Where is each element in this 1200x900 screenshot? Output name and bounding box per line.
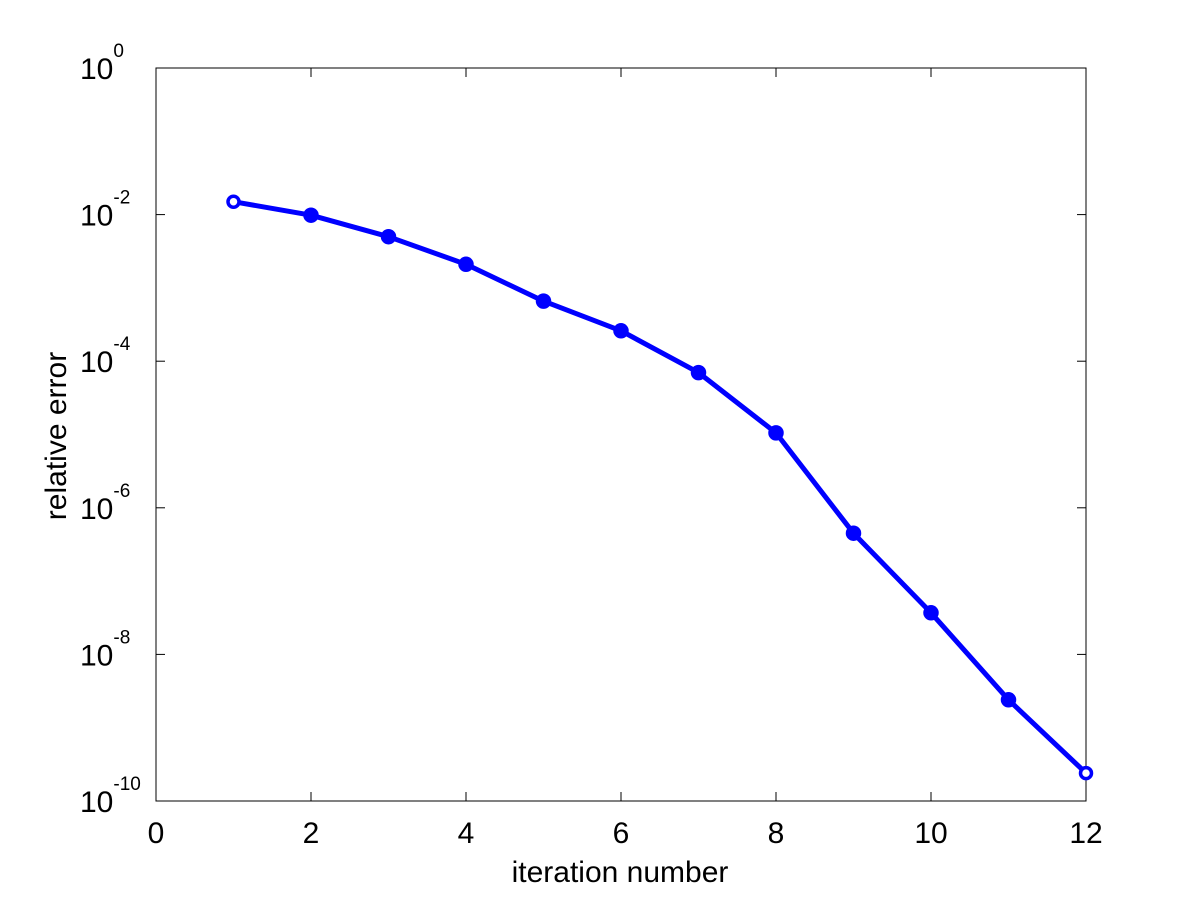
y-tick-label: 10-2 xyxy=(80,188,130,233)
y-tick-exponent: -6 xyxy=(113,481,130,502)
data-point xyxy=(923,605,939,621)
x-tick-label: 8 xyxy=(768,817,785,850)
x-tick-label: 10 xyxy=(914,817,947,850)
y-tick-base: 10 xyxy=(80,200,113,233)
data-point xyxy=(613,323,629,339)
y-tick-exponent: -4 xyxy=(113,334,130,355)
axis-ticks xyxy=(155,67,1087,802)
y-tick-exponent: -2 xyxy=(113,188,130,209)
data-point xyxy=(1078,765,1094,781)
y-tick-label: 10-10 xyxy=(80,774,141,819)
data-point xyxy=(768,425,784,441)
data-point xyxy=(1000,692,1017,708)
x-tick-label: 2 xyxy=(303,817,320,850)
y-tick-exponent: -8 xyxy=(113,627,130,648)
y-tick-base: 10 xyxy=(80,639,113,672)
y-tick-label: 100 xyxy=(80,41,124,86)
series-line xyxy=(233,199,1088,775)
y-tick-exponent: -10 xyxy=(113,774,140,795)
y-tick-base: 10 xyxy=(80,493,113,526)
series-group xyxy=(226,194,1094,781)
y-tick-base: 10 xyxy=(80,346,113,379)
x-tick-label: 0 xyxy=(148,817,165,850)
data-point xyxy=(845,525,862,541)
x-tick-label: 6 xyxy=(613,817,630,850)
x-tick-label: 4 xyxy=(458,817,475,850)
x-tick-labels: 0 2 4 6 8 10 12 xyxy=(148,817,1103,850)
y-tick-label: 10-6 xyxy=(80,481,130,526)
y-tick-label: 10-8 xyxy=(80,627,130,672)
y-tick-base: 10 xyxy=(80,786,113,819)
data-point xyxy=(535,293,552,309)
data-point xyxy=(690,364,707,381)
y-tick-base: 10 xyxy=(80,53,113,86)
data-point xyxy=(226,194,241,209)
data-point xyxy=(458,256,474,273)
data-point xyxy=(380,228,397,245)
y-tick-label: 10-4 xyxy=(80,334,131,379)
y-tick-exponent: 0 xyxy=(113,41,124,62)
data-point xyxy=(303,207,319,223)
plot-area xyxy=(155,67,1087,802)
y-axis-title: relative error xyxy=(40,352,73,520)
x-tick-label: 12 xyxy=(1069,817,1102,850)
x-axis-title: iteration number xyxy=(512,856,729,889)
